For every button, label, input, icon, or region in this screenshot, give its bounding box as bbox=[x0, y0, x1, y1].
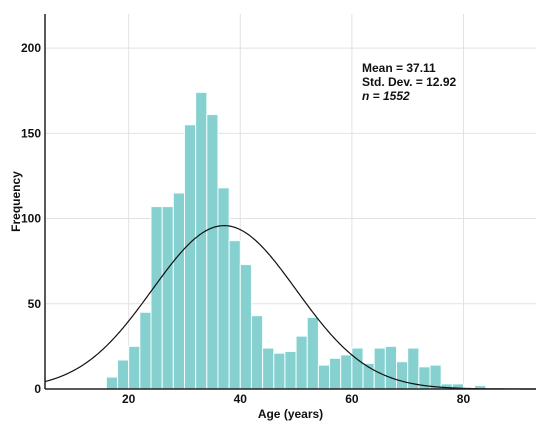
axes-layer bbox=[44, 14, 536, 390]
y-axis-title: Frequency bbox=[9, 171, 23, 232]
histogram-bar bbox=[128, 345, 141, 390]
histogram-bar bbox=[217, 187, 230, 390]
histogram-bar bbox=[161, 206, 174, 390]
histogram-bar bbox=[284, 351, 297, 390]
stats-n: n = 1552 bbox=[362, 89, 410, 103]
histogram-bar bbox=[117, 359, 130, 390]
histogram-bar bbox=[384, 345, 398, 390]
stats-box: Mean = 37.11 Std. Dev. = 12.92 n = 1552 bbox=[362, 61, 456, 103]
normal-curve bbox=[44, 225, 537, 390]
histogram-bar bbox=[228, 240, 241, 390]
histogram-bar bbox=[351, 347, 364, 390]
x-tick-label: 80 bbox=[457, 392, 471, 406]
histogram-bar bbox=[183, 124, 197, 390]
histogram-bar bbox=[295, 335, 308, 390]
histogram-bar bbox=[306, 316, 319, 390]
histogram-bar bbox=[429, 364, 442, 390]
histogram-bar bbox=[250, 315, 264, 390]
histogram-bar bbox=[317, 364, 331, 390]
ticks-layer: 0 50 100 150 200 20 40 60 80 bbox=[21, 41, 470, 406]
y-tick-label: 0 bbox=[34, 382, 41, 396]
histogram-bar bbox=[373, 347, 386, 390]
stats-sd: Std. Dev. = 12.92 bbox=[362, 75, 456, 89]
histogram-bar bbox=[206, 114, 219, 390]
x-tick-label: 40 bbox=[234, 392, 248, 406]
y-tick-label: 200 bbox=[21, 41, 41, 55]
x-tick-label: 20 bbox=[122, 392, 136, 406]
curve-layer bbox=[44, 225, 537, 390]
histogram-bar bbox=[273, 352, 286, 390]
y-tick-label: 150 bbox=[21, 126, 41, 140]
grid-layer bbox=[45, 14, 536, 390]
y-tick-label: 100 bbox=[21, 212, 41, 226]
bars-layer bbox=[105, 91, 487, 390]
histogram-bar bbox=[150, 206, 163, 390]
histogram-bar bbox=[262, 347, 275, 390]
histogram-bar bbox=[105, 376, 119, 390]
stats-mean: Mean = 37.11 bbox=[362, 61, 436, 75]
histogram-bar bbox=[396, 361, 409, 390]
histogram-bar bbox=[239, 264, 252, 390]
histogram-bar bbox=[340, 354, 353, 390]
histogram-bar bbox=[172, 192, 185, 390]
x-tick-label: 60 bbox=[345, 392, 359, 406]
x-axis-title: Age (years) bbox=[258, 407, 323, 421]
y-tick-label: 50 bbox=[28, 297, 42, 311]
histogram-bar bbox=[329, 357, 342, 390]
histogram-bar bbox=[139, 311, 152, 390]
histogram-bar bbox=[195, 91, 208, 390]
